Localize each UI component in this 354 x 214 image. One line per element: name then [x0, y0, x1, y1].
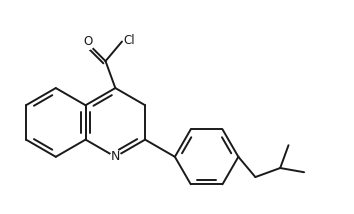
Text: Cl: Cl	[124, 34, 135, 47]
Text: O: O	[84, 35, 93, 48]
Text: N: N	[111, 150, 120, 163]
